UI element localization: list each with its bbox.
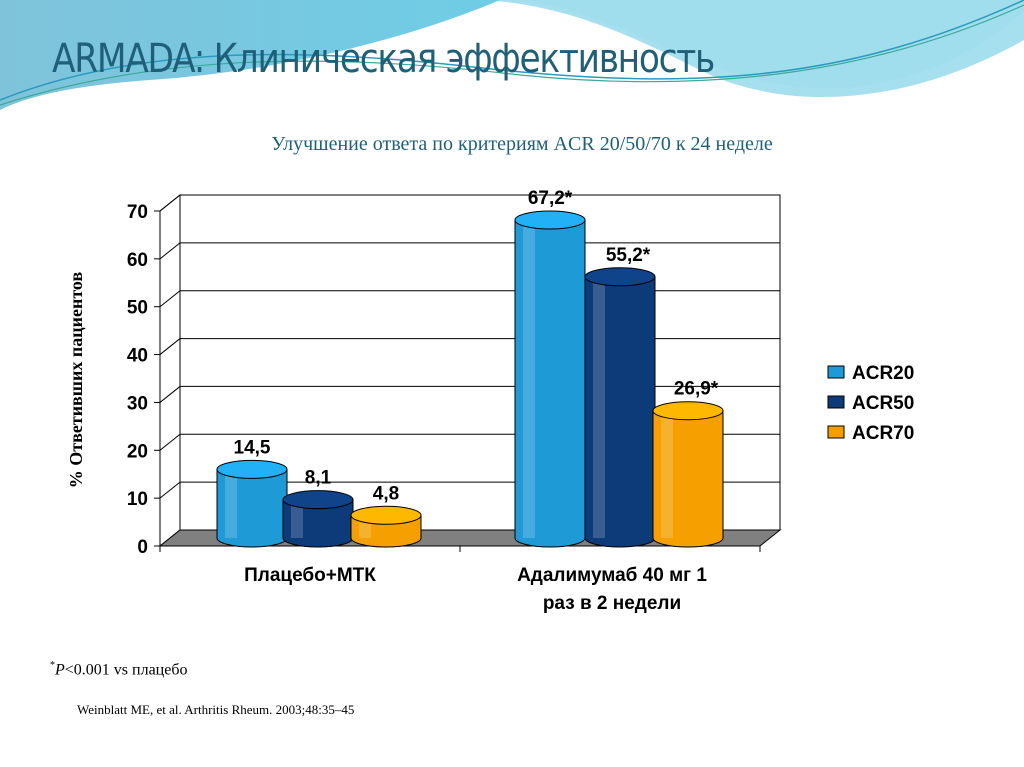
data-label: 14,5 — [234, 437, 271, 458]
gridline-side — [159, 433, 181, 451]
bar-top — [652, 401, 724, 421]
bar-body — [652, 410, 724, 548]
chart-bars — [216, 210, 724, 548]
y-tick-label: 20 — [127, 441, 148, 462]
footnote-p: P — [55, 661, 65, 679]
bar-highlight — [225, 469, 237, 538]
bar-top — [514, 210, 586, 230]
slide-title: ARMADA: Клиническая эффективность — [52, 36, 715, 82]
gridline-side — [159, 290, 181, 308]
data-label: 4,8 — [373, 483, 399, 504]
legend-swatch-acr70 — [827, 425, 845, 439]
legend: ACR20 ACR50 ACR70 — [827, 363, 914, 444]
data-label: 8,1 — [305, 468, 332, 489]
data-label: 26,9* — [674, 379, 719, 400]
gridline-side — [159, 338, 181, 355]
category-label: раз в 2 недели — [543, 593, 681, 614]
bar-acr70 — [350, 505, 422, 548]
y-axis-label: % Ответивших пациентов — [66, 272, 86, 489]
bar-acr50 — [584, 267, 656, 548]
gridline-side — [159, 386, 181, 403]
y-tick-label: 10 — [127, 489, 148, 510]
category-label: Адалимумаб 40 мг 1 — [517, 565, 707, 586]
bar-highlight — [291, 499, 303, 538]
reference: Weinblatt ME, et al. Arthritis Rheum. 20… — [77, 702, 355, 717]
bar-highlight — [523, 220, 535, 538]
y-tick-label: 60 — [127, 250, 148, 271]
bar-top — [282, 490, 354, 510]
gridline-side — [159, 481, 181, 499]
chart-labels: 0 10 20 30 40 50 60 70 % Ответивших пациентов 14,… — [66, 188, 914, 614]
bar-acr50 — [282, 490, 354, 548]
legend-label: ACR50 — [852, 393, 914, 414]
data-label: 55,2* — [606, 245, 651, 266]
bar-top — [350, 505, 422, 525]
legend-label: ACR20 — [852, 363, 914, 384]
bar-acr20 — [514, 210, 586, 548]
bar-highlight — [661, 410, 673, 538]
y-tick-label: 30 — [127, 393, 148, 414]
y-tick-label: 40 — [127, 346, 148, 367]
footnote-marker: * — [50, 660, 55, 671]
legend-swatch-acr20 — [827, 365, 845, 379]
y-tick-label: 0 — [137, 537, 148, 558]
bar-top — [216, 459, 288, 479]
legend-swatch-acr50 — [827, 395, 845, 409]
bar-body — [514, 219, 586, 548]
gridline-side — [159, 242, 181, 260]
bar-acr20 — [216, 459, 288, 548]
y-tick-label: 50 — [127, 298, 148, 319]
category-label: Плацебо+МТК — [244, 565, 376, 586]
footnote: *P<0.001 vs плацебо — [50, 660, 187, 679]
chart-title: Улучшение ответа по критериям ACR 20/50/… — [271, 133, 773, 155]
legend-label: ACR70 — [852, 423, 914, 444]
data-label: 67,2* — [528, 188, 573, 209]
bar-top — [584, 267, 656, 287]
bar-highlight — [593, 276, 605, 538]
gridline-side — [159, 194, 181, 212]
y-tick-label: 70 — [127, 202, 148, 223]
footnote-text: <0.001 vs плацебо — [64, 661, 188, 679]
side-wall — [159, 193, 181, 548]
bar-acr70 — [652, 401, 724, 548]
